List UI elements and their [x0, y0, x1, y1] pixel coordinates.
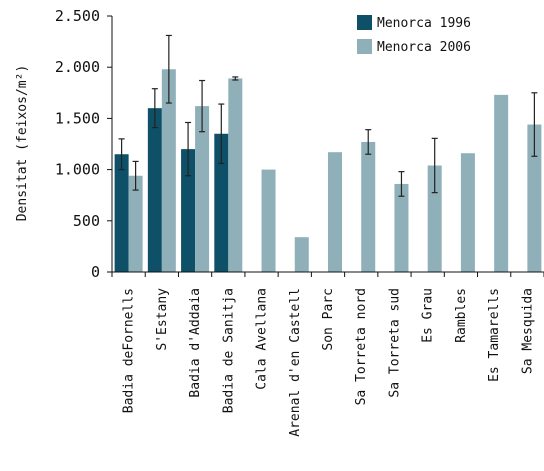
error-bars: [118, 34, 538, 197]
bar: [394, 183, 409, 272]
x-category-label: Es Grau: [421, 288, 436, 343]
bar: [261, 169, 276, 272]
legend-swatch: [357, 39, 372, 54]
bar: [195, 106, 210, 272]
x-category-label: Badia d'Addaia: [188, 288, 203, 398]
y-axis: 0 500 1.000 1.500 2.000 2.500: [55, 7, 113, 281]
bar: [181, 149, 196, 272]
x-category-label: Es Tamarells: [487, 288, 502, 382]
bar: [328, 152, 342, 272]
bar: [361, 141, 376, 272]
legend: Menorca 1996 Menorca 2006: [357, 15, 471, 55]
bars: [114, 69, 542, 273]
bar: [214, 133, 229, 272]
bar: [147, 108, 162, 272]
x-category-label: Sa Mesquida: [520, 288, 535, 374]
x-category-label: Rambles: [454, 288, 469, 343]
x-category-label: Sa Torreta nord: [354, 288, 369, 405]
legend-label: Menorca 1996: [377, 16, 471, 31]
y-tick-label: 0: [91, 263, 100, 281]
bar: [128, 175, 143, 272]
y-tick-label: 500: [73, 212, 100, 230]
bar: [460, 153, 475, 272]
bar: [527, 124, 542, 272]
bar: [114, 154, 129, 272]
y-axis-title: Densitat (feixos/m²): [15, 65, 30, 222]
x-category-label: Arenal d'en Castell: [288, 288, 303, 437]
legend-swatch: [357, 15, 372, 30]
bar: [161, 69, 176, 272]
y-tick-label: 2.500: [55, 7, 100, 25]
bar: [228, 78, 243, 273]
x-category-label: Cala Avellana: [255, 288, 270, 390]
x-category-label: Badia deFornells: [122, 288, 137, 413]
legend-label: Menorca 2006: [377, 40, 471, 55]
bar: [427, 165, 442, 272]
y-tick-label: 1.500: [55, 109, 100, 127]
x-category-label: Badia de Sanitja: [221, 288, 236, 413]
x-axis: Badia deFornells S'Estany Badia d'Addaia Ba…: [111, 271, 544, 437]
x-category-label: Sa Torreta sud: [387, 288, 402, 398]
bar: [294, 237, 309, 272]
y-tick-label: 2.000: [55, 58, 100, 76]
x-category-label: S'Estany: [155, 288, 170, 351]
x-category-label: Son Parc: [321, 288, 336, 351]
y-tick-label: 1.000: [55, 161, 100, 179]
bar: [494, 94, 509, 273]
